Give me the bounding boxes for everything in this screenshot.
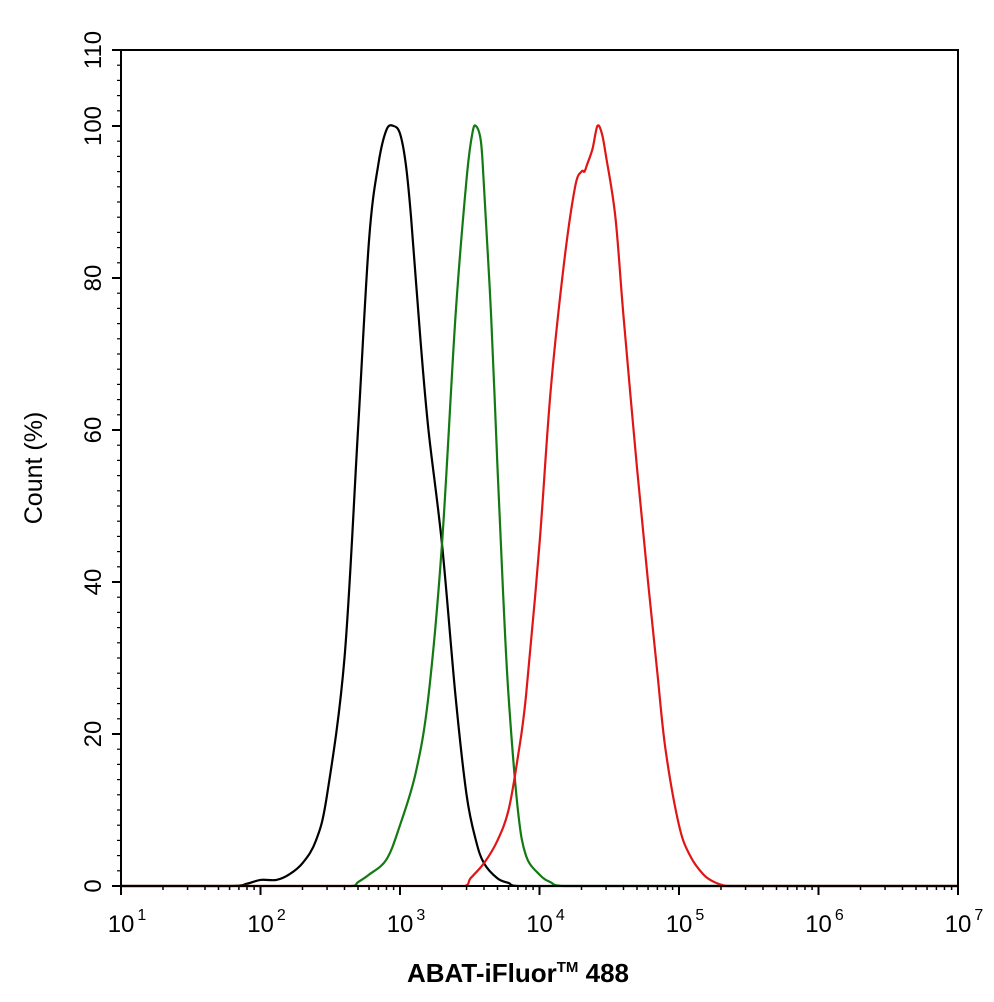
series-line-2: [121, 124, 958, 888]
ticks-layer: [112, 49, 959, 895]
x-axis-title-tail: 488: [578, 958, 629, 988]
y-axis-title: Count (%): [20, 412, 48, 525]
y-tick-label: 80: [80, 265, 107, 292]
x-tick-label: 10 6: [805, 907, 844, 938]
series-layer: [121, 124, 958, 888]
x-axis-title-tm: TM: [557, 959, 579, 976]
y-tick-label: 20: [80, 721, 107, 748]
y-tick-label: 40: [80, 569, 107, 596]
x-tick-label: 10 5: [666, 907, 705, 938]
x-tick-label: 10 1: [108, 907, 147, 938]
x-axis-title: ABAT-iFluorTM 488: [407, 958, 629, 988]
labels-layer: 0 20 40 60 80 100 110 10 1 10 2 10 3 10 4 10 5 10 6 10 7: [80, 31, 983, 938]
series-line-1: [121, 124, 958, 888]
x-axis-title-main: ABAT-iFluor: [407, 958, 557, 988]
y-tick-label: 110: [80, 31, 107, 69]
x-tick-label: 10 4: [526, 907, 565, 938]
x-tick-label: 10 3: [387, 907, 426, 938]
x-tick-label: 10 2: [247, 907, 286, 938]
series-line-3: [121, 124, 958, 888]
y-tick-label: 60: [80, 417, 107, 444]
x-tick-label: 10 7: [945, 907, 984, 938]
y-tick-label: 100: [80, 106, 107, 146]
y-tick-label: 0: [80, 879, 107, 892]
